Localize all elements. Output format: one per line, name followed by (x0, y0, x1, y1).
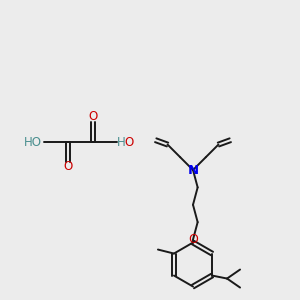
Text: O: O (188, 233, 198, 246)
Text: N: N (188, 164, 199, 176)
Text: O: O (88, 110, 98, 124)
Text: O: O (63, 160, 73, 173)
Text: H: H (117, 136, 126, 148)
Text: HO: HO (24, 136, 42, 148)
Text: O: O (124, 136, 133, 148)
